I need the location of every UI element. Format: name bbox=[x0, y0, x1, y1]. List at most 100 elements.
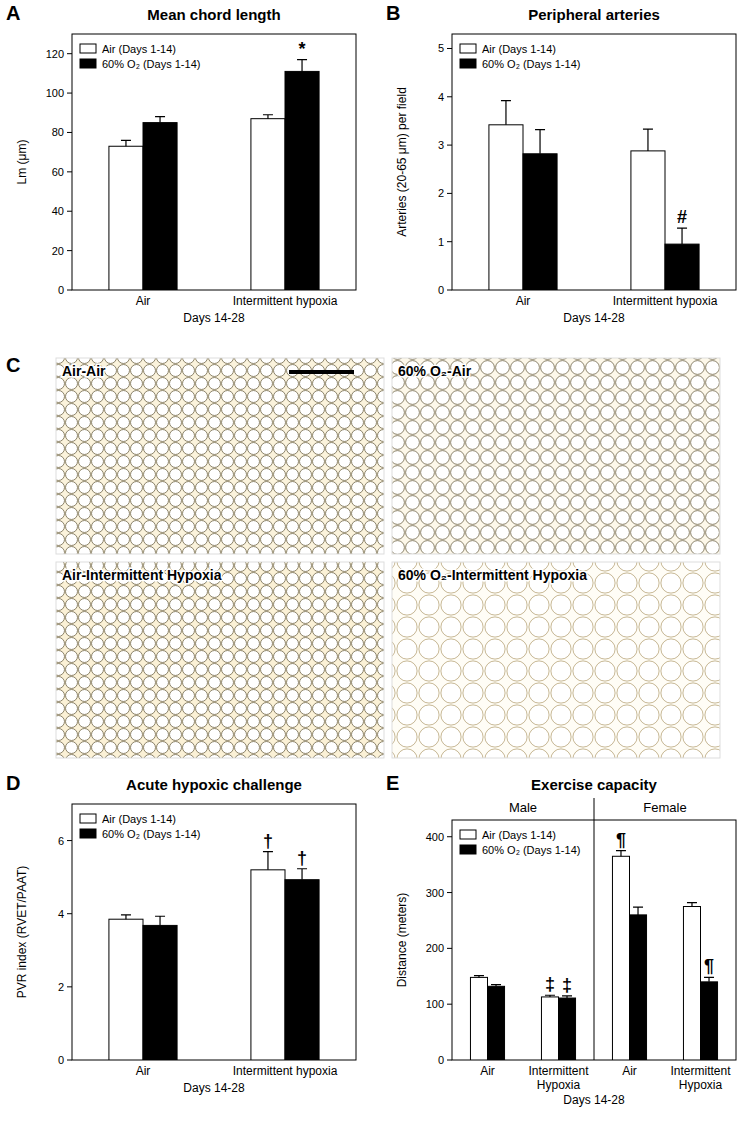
legend-swatch bbox=[460, 830, 476, 839]
group-separator bbox=[594, 798, 595, 1060]
y-tick-label: 400 bbox=[426, 831, 444, 843]
y-tick-label: 200 bbox=[426, 942, 444, 954]
x-tick-label: Air bbox=[136, 294, 151, 308]
y-tick bbox=[67, 913, 72, 914]
legend-label: 60% O₂ (Days 1-14) bbox=[482, 844, 580, 856]
bar bbox=[612, 856, 629, 1060]
bar bbox=[251, 119, 285, 290]
marks bbox=[109, 852, 319, 1060]
error-bar bbox=[501, 101, 511, 125]
error-bar bbox=[263, 115, 273, 119]
y-tick bbox=[67, 132, 72, 133]
legend-label: 60% O₂ (Days 1-14) bbox=[102, 828, 200, 840]
error-bar bbox=[297, 60, 307, 72]
x-tick-label: IntermittentHypoxia bbox=[528, 1064, 589, 1092]
legend-label: 60% O₂ (Days 1-14) bbox=[102, 58, 200, 70]
bar bbox=[523, 154, 557, 290]
error-bar bbox=[535, 130, 545, 154]
significance-mark: † bbox=[297, 848, 307, 868]
x-tick-label-line: Intermittent bbox=[670, 1064, 731, 1078]
panel-1: BPeripheral arteries012345Arteries (20-6… bbox=[386, 2, 736, 325]
y-tick bbox=[67, 290, 72, 291]
error-bar bbox=[155, 117, 165, 123]
bar bbox=[683, 907, 700, 1060]
y-tick-label: 120 bbox=[46, 48, 64, 60]
significance-mark: ‡ bbox=[562, 975, 572, 995]
x-axis-label: Days 14-28 bbox=[183, 311, 245, 325]
x-tick-label-line: Hypoxia bbox=[537, 1078, 581, 1092]
y-axis-label: Distance (meters) bbox=[395, 893, 409, 988]
error-bar bbox=[677, 228, 687, 244]
significance-mark: ¶ bbox=[616, 830, 626, 850]
legend-swatch bbox=[80, 829, 96, 838]
error-bar bbox=[545, 995, 555, 997]
y-tick bbox=[67, 53, 72, 54]
y-axis-label: PVR index (RVET/PAAT) bbox=[15, 866, 29, 999]
y-tick-label: 60 bbox=[52, 166, 64, 178]
bar bbox=[489, 125, 523, 290]
significance-mark: ‡ bbox=[545, 974, 555, 994]
y-tick bbox=[447, 145, 452, 146]
legend-label: Air (Days 1-14) bbox=[102, 813, 176, 825]
y-tick-label: 300 bbox=[426, 887, 444, 899]
y-tick bbox=[447, 96, 452, 97]
panel-label: E bbox=[386, 772, 399, 794]
legend-swatch bbox=[460, 44, 476, 53]
y-tick bbox=[447, 948, 452, 949]
y-tick-label: 4 bbox=[58, 908, 64, 920]
error-bar bbox=[616, 851, 626, 857]
significance-mark: ¶ bbox=[704, 956, 714, 976]
error-bar bbox=[643, 129, 653, 151]
bar bbox=[109, 919, 143, 1060]
legend-label: Air (Days 1-14) bbox=[482, 829, 556, 841]
legend-swatch bbox=[460, 845, 476, 854]
x-axis-label: Days 14-28 bbox=[183, 1081, 245, 1095]
x-axis-label: Days 14-28 bbox=[563, 1093, 625, 1107]
y-tick bbox=[67, 171, 72, 172]
y-tick bbox=[447, 290, 452, 291]
legend-label: Air (Days 1-14) bbox=[482, 43, 556, 55]
bar bbox=[665, 244, 699, 290]
y-tick bbox=[447, 1060, 452, 1061]
x-tick-label: Air bbox=[622, 1064, 637, 1078]
y-tick bbox=[447, 1004, 452, 1005]
legend-swatch bbox=[460, 59, 476, 68]
y-tick-label: 4 bbox=[438, 91, 444, 103]
y-tick-label: 1 bbox=[438, 236, 444, 248]
y-tick bbox=[67, 840, 72, 841]
x-tick-label: Air bbox=[516, 294, 531, 308]
panel-label: C bbox=[6, 354, 20, 376]
group-label: Female bbox=[643, 800, 686, 815]
y-tick-label: 0 bbox=[58, 1054, 64, 1066]
chart-title: Exercise capacity bbox=[531, 776, 658, 793]
y-tick-label: 2 bbox=[438, 187, 444, 199]
legend-swatch bbox=[80, 59, 96, 68]
group-label: Male bbox=[509, 800, 537, 815]
y-axis-label: Lm (μm) bbox=[15, 140, 29, 185]
y-tick bbox=[67, 250, 72, 251]
bar bbox=[631, 151, 665, 290]
y-tick bbox=[447, 836, 452, 837]
bar bbox=[251, 870, 285, 1060]
y-tick-label: 20 bbox=[52, 245, 64, 257]
x-tick-label: Intermittent hypoxia bbox=[613, 294, 718, 308]
significance-mark: # bbox=[677, 207, 687, 227]
error-bar bbox=[687, 903, 697, 907]
micrograph bbox=[56, 562, 384, 758]
marks bbox=[489, 101, 699, 290]
bar bbox=[559, 998, 576, 1060]
panel-label: A bbox=[6, 2, 20, 24]
y-tick-label: 100 bbox=[426, 998, 444, 1010]
bar bbox=[541, 997, 558, 1060]
plot-frame bbox=[72, 804, 356, 1060]
bar bbox=[488, 986, 505, 1060]
chart-title: Mean chord length bbox=[147, 6, 280, 23]
bar bbox=[701, 982, 718, 1060]
micrograph bbox=[56, 358, 384, 554]
significance-mark: * bbox=[299, 39, 306, 59]
y-tick-label: 0 bbox=[58, 284, 64, 296]
x-tick-label: IntermittentHypoxia bbox=[670, 1064, 731, 1092]
x-tick-label-line: Intermittent bbox=[528, 1064, 589, 1078]
y-tick-label: 0 bbox=[438, 284, 444, 296]
error-bar bbox=[263, 852, 273, 870]
